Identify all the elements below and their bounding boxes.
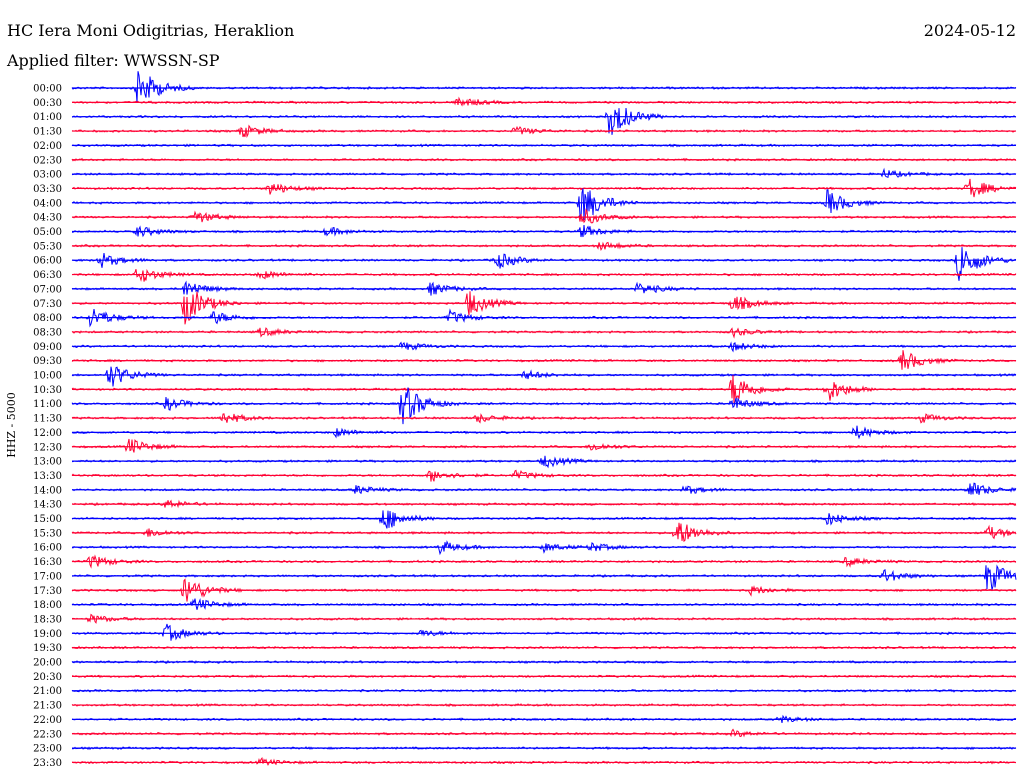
row-time-label: 07:00 [33, 284, 62, 295]
row-time-label: 19:00 [33, 629, 62, 640]
row-time-label: 10:00 [33, 371, 62, 382]
row-time-label: 11:00 [33, 399, 62, 410]
channel-label: HHZ - 5000 [5, 392, 18, 458]
row-time-label: 08:30 [33, 327, 62, 338]
row-time-label: 05:00 [33, 227, 62, 238]
row-time-label: 05:30 [33, 241, 62, 252]
row-time-label: 08:00 [33, 313, 62, 324]
row-time-label: 06:30 [33, 270, 62, 281]
chart-date: 2024-05-12 [924, 21, 1016, 40]
row-time-label: 23:30 [33, 758, 62, 769]
row-time-label: 01:30 [33, 127, 62, 138]
row-time-label: 16:30 [33, 557, 62, 568]
row-time-label: 21:30 [33, 701, 62, 712]
row-time-label: 18:30 [33, 614, 62, 625]
row-time-label: 02:30 [33, 155, 62, 166]
row-time-label: 03:00 [33, 170, 62, 181]
row-time-label: 11:30 [33, 414, 62, 425]
row-time-label: 12:30 [33, 442, 62, 453]
row-time-label: 06:00 [33, 256, 62, 267]
row-time-label: 22:00 [33, 715, 62, 726]
row-time-label: 13:00 [33, 457, 62, 468]
row-time-label: 03:30 [33, 184, 62, 195]
row-time-label: 22:30 [33, 729, 62, 740]
row-time-label: 00:00 [33, 84, 62, 95]
station-title: HC Iera Moni Odigitrias, Heraklion [7, 21, 294, 40]
row-time-label: 21:00 [33, 686, 62, 697]
row-time-label: 12:00 [33, 428, 62, 439]
row-time-label: 02:00 [33, 141, 62, 152]
row-time-label: 09:00 [33, 342, 62, 353]
row-time-label: 20:30 [33, 672, 62, 683]
row-time-label: 04:30 [33, 213, 62, 224]
row-time-label: 18:00 [33, 600, 62, 611]
row-time-label: 23:00 [33, 744, 62, 755]
row-time-label: 15:30 [33, 528, 62, 539]
row-time-label: 20:00 [33, 658, 62, 669]
row-time-label: 13:30 [33, 471, 62, 482]
row-time-label: 16:00 [33, 543, 62, 554]
row-time-label: 07:30 [33, 299, 62, 310]
row-time-label: 01:00 [33, 112, 62, 123]
row-time-label: 14:30 [33, 500, 62, 511]
row-time-label: 09:30 [33, 356, 62, 367]
trace-rows: 00:00 00:30 01:00 01:30 02:00 02:30 03:00 03:30… [33, 71, 1017, 769]
row-time-label: 04:00 [33, 198, 62, 209]
filter-label: Applied filter: WWSSN-SP [6, 51, 220, 70]
row-time-label: 17:00 [33, 571, 62, 582]
row-time-label: 10:30 [33, 385, 62, 396]
row-time-label: 00:30 [33, 98, 62, 109]
row-time-label: 17:30 [33, 586, 62, 597]
row-time-label: 14:00 [33, 485, 62, 496]
row-time-label: 19:30 [33, 643, 62, 654]
row-time-label: 15:00 [33, 514, 62, 525]
